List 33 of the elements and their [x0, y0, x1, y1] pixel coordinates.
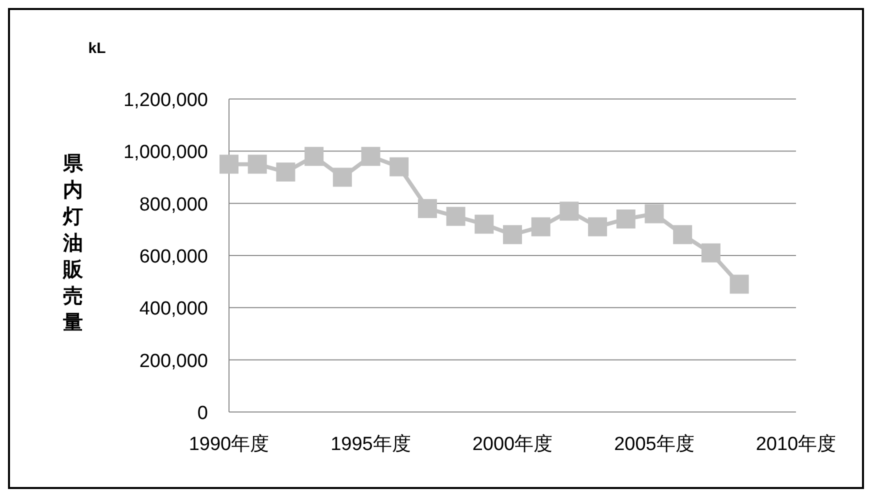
- point: [361, 146, 380, 166]
- point: [730, 274, 749, 294]
- y-tick-label: 0: [197, 403, 208, 424]
- y-tick-label: 600,000: [139, 246, 208, 268]
- y-tick-label: 1,200,000: [123, 90, 208, 111]
- x-tick-label: 2010年度: [756, 433, 836, 455]
- point: [560, 202, 579, 221]
- point: [701, 243, 720, 262]
- point: [248, 154, 267, 174]
- y-tick-label: 200,000: [139, 350, 208, 372]
- point: [332, 168, 352, 187]
- point: [531, 217, 550, 236]
- point: [418, 199, 437, 218]
- point: [474, 214, 494, 234]
- y-tick-label: 400,000: [139, 298, 208, 320]
- x-tick-label: 1995年度: [330, 433, 411, 455]
- point: [304, 146, 324, 166]
- x-tick-label: 1990年度: [188, 433, 270, 455]
- point: [673, 225, 692, 244]
- point: [446, 206, 466, 226]
- point: [276, 162, 296, 182]
- point: [503, 225, 522, 244]
- x-tick-label: 2005年度: [614, 433, 694, 455]
- point: [588, 217, 608, 236]
- point: [390, 157, 409, 176]
- y-tick-label: 800,000: [139, 194, 208, 216]
- point: [644, 204, 664, 224]
- x-tick-label: 2000年度: [472, 433, 553, 455]
- point: [616, 209, 636, 228]
- text: kL: [88, 40, 106, 57]
- y-axis-title: 県内灯油販売量: [62, 153, 84, 334]
- y-tick-label: 1,000,000: [123, 142, 208, 164]
- point: [220, 154, 238, 174]
